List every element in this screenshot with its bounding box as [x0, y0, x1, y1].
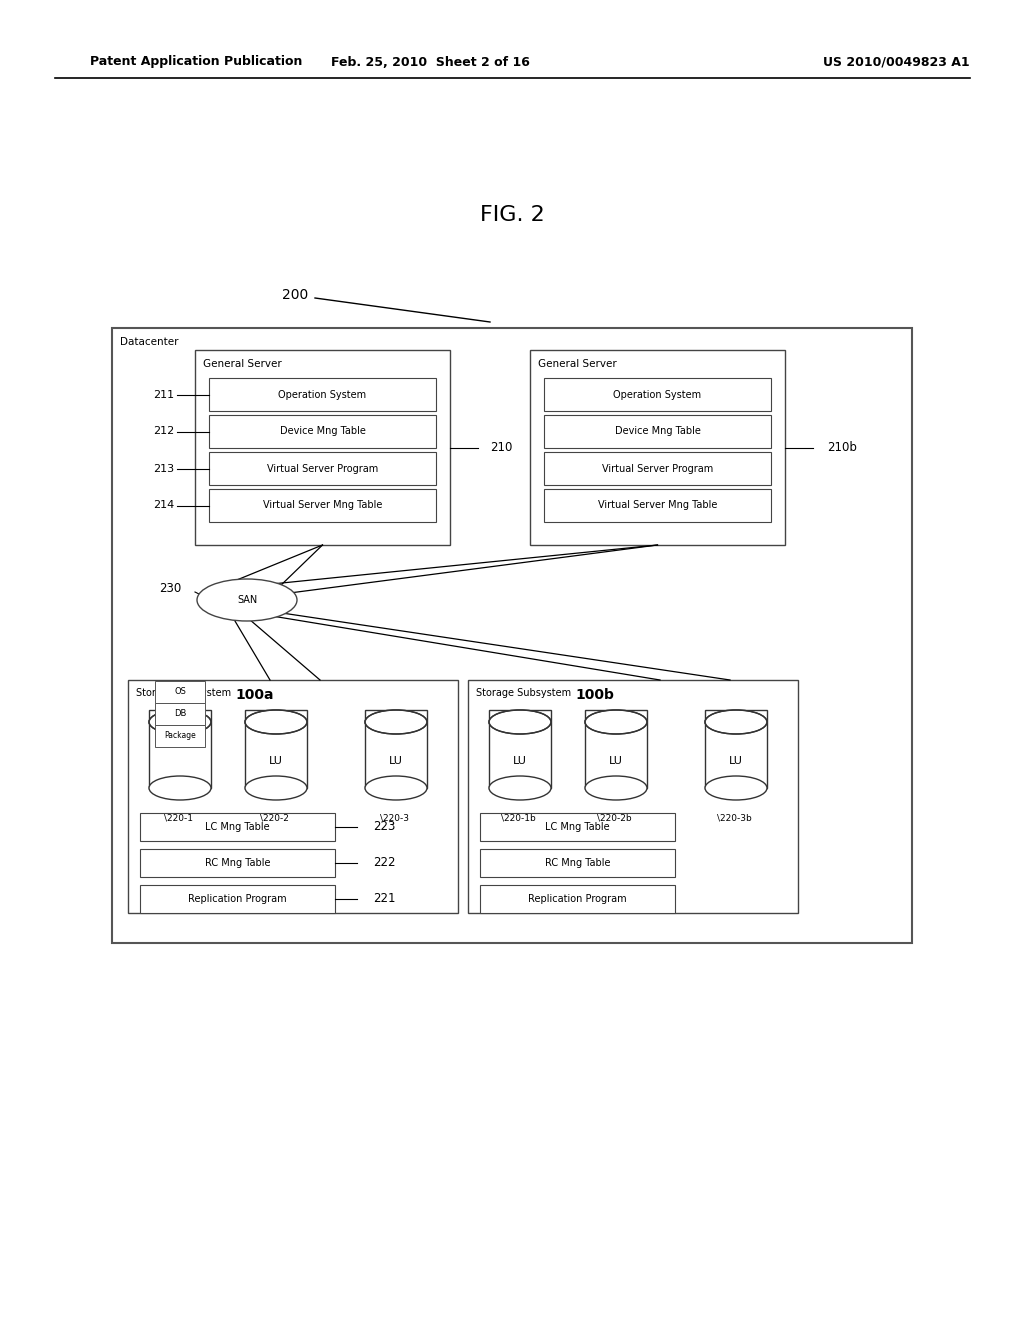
Bar: [365, 710, 427, 788]
Text: Virtual Server Program: Virtual Server Program: [267, 463, 378, 474]
Text: Patent Application Publication: Patent Application Publication: [90, 55, 302, 69]
Text: LU: LU: [269, 756, 283, 766]
Text: General Server: General Server: [203, 359, 282, 370]
Text: SAN: SAN: [237, 595, 257, 605]
Ellipse shape: [150, 776, 211, 800]
Bar: [155, 725, 205, 747]
Bar: [468, 680, 798, 913]
Bar: [480, 813, 675, 841]
Bar: [128, 680, 458, 913]
Text: RC Mng Table: RC Mng Table: [545, 858, 610, 869]
Bar: [245, 710, 307, 788]
Bar: [112, 327, 912, 942]
Text: Virtual Server Program: Virtual Server Program: [602, 463, 713, 474]
Text: 213: 213: [153, 463, 174, 474]
Bar: [544, 414, 771, 447]
Ellipse shape: [365, 710, 427, 734]
Bar: [140, 884, 335, 913]
Text: LU: LU: [513, 756, 527, 766]
Text: 210: 210: [490, 441, 512, 454]
Bar: [209, 378, 436, 411]
Bar: [530, 350, 785, 545]
Text: \220-3b: \220-3b: [717, 813, 752, 822]
Text: 212: 212: [153, 426, 174, 437]
Text: RC Mng Table: RC Mng Table: [205, 858, 270, 869]
Text: \220-1: \220-1: [164, 813, 193, 822]
Text: Replication Program: Replication Program: [188, 894, 287, 904]
Text: 100b: 100b: [575, 688, 613, 702]
Bar: [544, 378, 771, 411]
Text: Storage Subsystem: Storage Subsystem: [136, 688, 231, 698]
Ellipse shape: [705, 776, 767, 800]
Bar: [209, 451, 436, 484]
Text: LC Mng Table: LC Mng Table: [545, 822, 610, 832]
Text: 223: 223: [373, 821, 395, 833]
Text: Virtual Server Mng Table: Virtual Server Mng Table: [263, 500, 382, 511]
Text: OS: OS: [174, 688, 186, 697]
Text: Storage Subsystem: Storage Subsystem: [476, 688, 571, 698]
Text: Datacenter: Datacenter: [120, 337, 178, 347]
Text: 200: 200: [282, 288, 308, 302]
Ellipse shape: [197, 579, 297, 620]
Ellipse shape: [489, 710, 551, 734]
Ellipse shape: [489, 776, 551, 800]
Bar: [195, 350, 450, 545]
Text: LC Mng Table: LC Mng Table: [205, 822, 269, 832]
Text: Operation System: Operation System: [613, 389, 701, 400]
Text: FIG. 2: FIG. 2: [479, 205, 545, 224]
Text: 210b: 210b: [827, 441, 857, 454]
Bar: [155, 681, 205, 704]
Text: 214: 214: [153, 500, 174, 511]
Text: Replication Program: Replication Program: [528, 894, 627, 904]
Text: LU: LU: [389, 756, 402, 766]
Text: Device Mng Table: Device Mng Table: [614, 426, 700, 437]
Bar: [140, 813, 335, 841]
Ellipse shape: [585, 776, 647, 800]
Text: US 2010/0049823 A1: US 2010/0049823 A1: [823, 55, 970, 69]
Ellipse shape: [245, 710, 307, 734]
Ellipse shape: [705, 710, 767, 734]
Text: Package: Package: [164, 731, 196, 741]
Bar: [480, 884, 675, 913]
Text: 222: 222: [373, 857, 395, 870]
Bar: [544, 451, 771, 484]
Text: General Server: General Server: [538, 359, 616, 370]
Text: Feb. 25, 2010  Sheet 2 of 16: Feb. 25, 2010 Sheet 2 of 16: [331, 55, 529, 69]
Text: LU: LU: [729, 756, 743, 766]
Bar: [150, 710, 211, 788]
Bar: [544, 488, 771, 521]
Ellipse shape: [365, 776, 427, 800]
Bar: [209, 414, 436, 447]
Bar: [489, 710, 551, 788]
Ellipse shape: [150, 710, 211, 734]
Text: Operation System: Operation System: [279, 389, 367, 400]
Text: \220-1b: \220-1b: [501, 813, 536, 822]
Text: 100a: 100a: [234, 688, 273, 702]
Bar: [140, 849, 335, 876]
Text: Virtual Server Mng Table: Virtual Server Mng Table: [598, 500, 717, 511]
Bar: [155, 704, 205, 725]
Text: 211: 211: [153, 389, 174, 400]
Bar: [480, 849, 675, 876]
Text: Device Mng Table: Device Mng Table: [280, 426, 366, 437]
Text: \220-3: \220-3: [380, 813, 409, 822]
Text: LU: LU: [609, 756, 623, 766]
Text: DB: DB: [174, 710, 186, 718]
Ellipse shape: [585, 710, 647, 734]
Text: \220-2: \220-2: [259, 813, 289, 822]
Bar: [585, 710, 647, 788]
Text: \220-2b: \220-2b: [597, 813, 632, 822]
Bar: [209, 488, 436, 521]
Ellipse shape: [245, 776, 307, 800]
Text: 221: 221: [373, 892, 395, 906]
Bar: [705, 710, 767, 788]
Text: 230: 230: [159, 582, 181, 594]
